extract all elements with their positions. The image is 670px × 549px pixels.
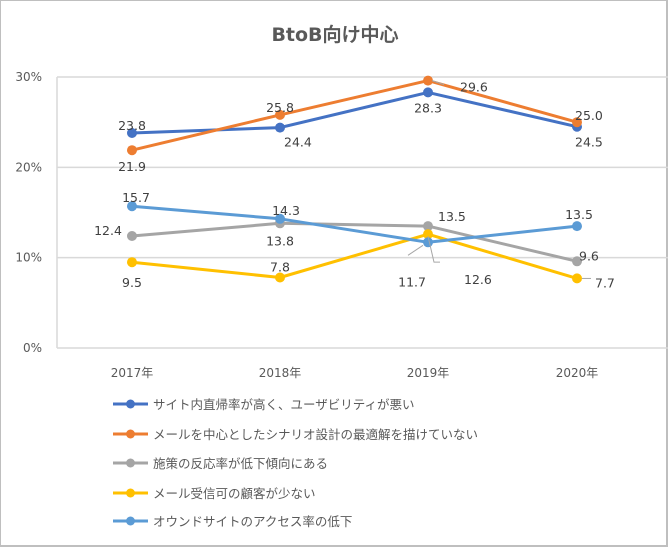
- x-tick-label: 2017年: [111, 366, 154, 380]
- x-axis: 2017年 2018年 2019年 2020年: [111, 366, 599, 380]
- data-point: [127, 201, 137, 212]
- legend-item: サイト内直帰率が高く、ユーザビリティが悪い: [113, 397, 415, 412]
- legend-dot-marker: [126, 429, 135, 439]
- data-label: 13.5: [438, 209, 466, 224]
- data-label: 12.6: [464, 272, 492, 287]
- leader-line: [431, 80, 445, 86]
- data-point: [572, 273, 582, 284]
- data-label: 25.8: [266, 100, 294, 115]
- data-point: [127, 257, 137, 268]
- series-line: [130, 232, 579, 280]
- data-point: [423, 229, 433, 240]
- data-label: 12.4: [94, 223, 122, 238]
- y-tick-label: 0%: [23, 341, 42, 355]
- data-label: 7.7: [595, 275, 615, 290]
- legend-dot-marker: [126, 516, 135, 526]
- data-label: 25.0: [575, 108, 603, 123]
- x-tick-label: 2019年: [407, 366, 450, 380]
- data-point: [275, 122, 285, 133]
- legend-item: 施策の反応率が低下傾向にある: [113, 456, 328, 471]
- data-label: 28.3: [414, 100, 442, 115]
- legend-dot-marker: [126, 458, 135, 468]
- legend-item: オウンドサイトのアクセス率の低下: [113, 514, 352, 529]
- data-point: [127, 231, 137, 241]
- legend-label: 施策の反応率が低下傾向にある: [153, 456, 328, 471]
- data-label: 7.8: [270, 260, 290, 275]
- data-label: 24.4: [284, 135, 312, 150]
- legend-dot-marker: [126, 399, 135, 409]
- data-label: 23.8: [118, 118, 146, 133]
- data-labels: 23.8 24.4 28.3 24.5 21.9 25.8 29.6 25.0 12.4 13.8…: [94, 80, 615, 291]
- series-line: [130, 90, 579, 135]
- data-label: 9.5: [122, 275, 142, 290]
- legend-item: メール受信可の顧客が少ない: [113, 486, 316, 501]
- data-label: 11.7: [398, 274, 426, 289]
- x-tick-label: 2018年: [259, 366, 302, 380]
- series-group: [127, 75, 582, 284]
- legend-item: メールを中心としたシナリオ設計の最適解を描けていない: [113, 427, 478, 442]
- leader-line: [427, 236, 440, 263]
- data-label: 24.5: [575, 135, 603, 150]
- series-line: [130, 79, 579, 152]
- data-point: [127, 128, 137, 138]
- gridlines: [56, 76, 668, 349]
- legend: サイト内直帰率が高く、ユーザビリティが悪いメールを中心としたシナリオ設計の最適解…: [113, 397, 478, 529]
- leader-line: [407, 244, 424, 256]
- data-point: [423, 87, 433, 98]
- data-point: [275, 213, 285, 224]
- data-label: 21.9: [118, 159, 146, 174]
- data-label: 29.6: [460, 80, 488, 95]
- y-axis: 0% 10% 20% 30%: [15, 70, 42, 355]
- legend-dot-marker: [126, 488, 135, 498]
- data-point: [572, 256, 582, 267]
- data-label: 14.3: [272, 203, 300, 218]
- chart-title: BtoB向け中心: [271, 23, 398, 46]
- data-point: [423, 237, 433, 248]
- legend-label: オウンドサイトのアクセス率の低下: [153, 514, 352, 529]
- y-tick-label: 10%: [15, 251, 42, 265]
- data-point: [572, 221, 582, 232]
- data-point: [423, 75, 433, 86]
- data-point: [127, 145, 137, 156]
- legend-label: サイト内直帰率が高く、ユーザビリティが悪い: [153, 397, 415, 412]
- data-point: [275, 109, 285, 120]
- y-tick-label: 20%: [15, 160, 42, 174]
- data-point: [572, 117, 582, 128]
- data-label: 15.7: [122, 190, 150, 205]
- x-tick-label: 2020年: [556, 366, 599, 380]
- legend-label: メール受信可の顧客が少ない: [153, 486, 316, 501]
- series-line: [130, 221, 579, 263]
- data-point: [423, 221, 433, 232]
- y-tick-label: 30%: [15, 70, 42, 84]
- data-label: 9.6: [579, 248, 599, 263]
- data-point: [275, 272, 285, 283]
- data-label: 13.5: [565, 207, 593, 222]
- data-label: 13.8: [266, 233, 294, 248]
- legend-label: メールを中心としたシナリオ設計の最適解を描けていない: [153, 427, 478, 442]
- leader-lines: [407, 80, 591, 279]
- series-line: [130, 204, 579, 244]
